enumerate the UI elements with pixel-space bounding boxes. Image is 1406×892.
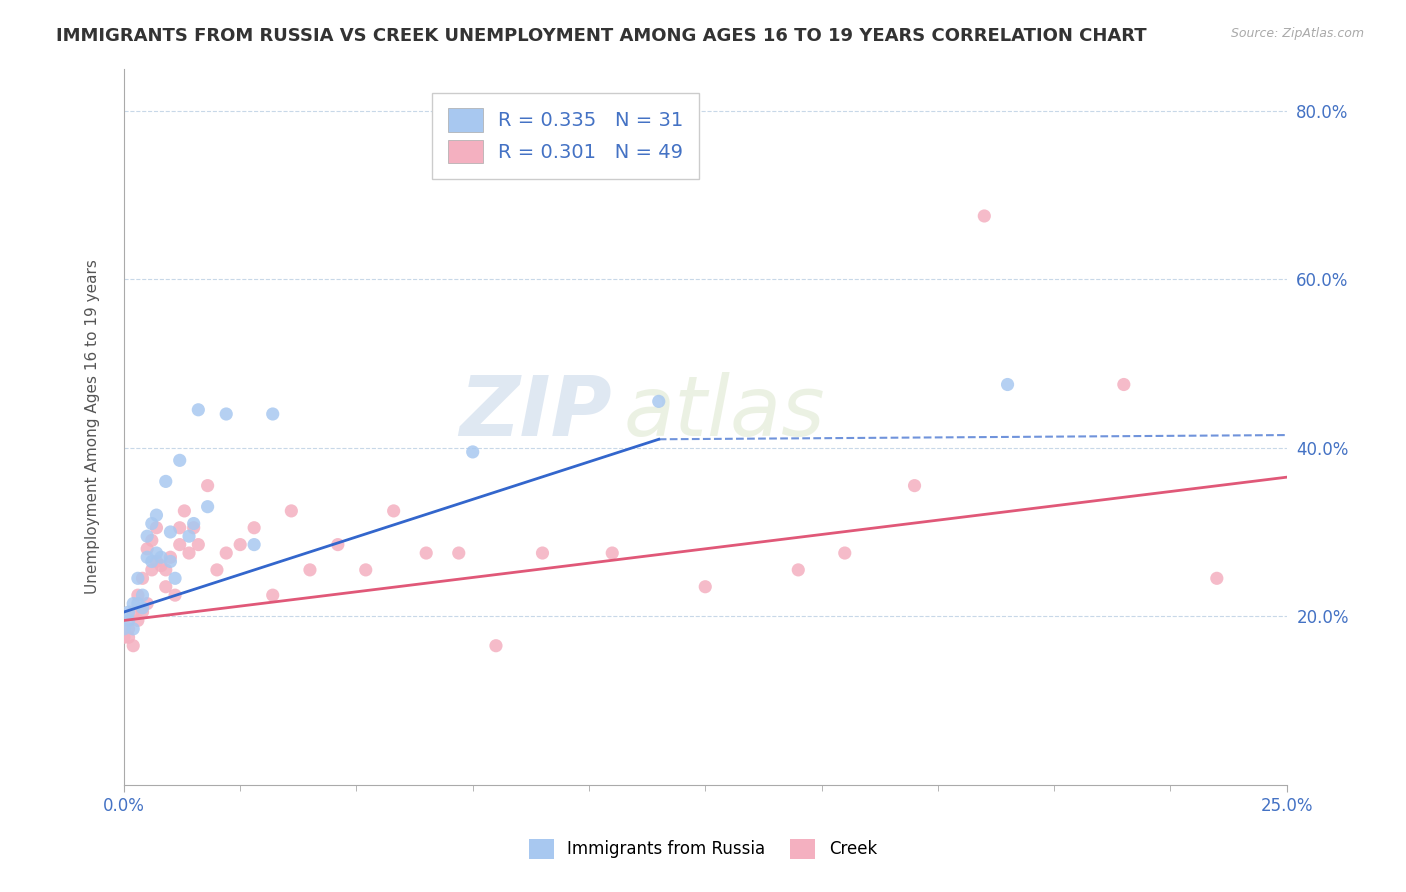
Point <box>122 622 145 636</box>
Point <box>169 521 191 535</box>
Point <box>117 630 139 644</box>
Point <box>243 521 266 535</box>
Point <box>155 563 177 577</box>
Point <box>145 546 167 560</box>
Point <box>150 550 173 565</box>
Point <box>173 504 195 518</box>
Point <box>531 546 554 560</box>
Point <box>136 550 159 565</box>
Point <box>165 588 187 602</box>
Point <box>177 529 200 543</box>
Point <box>354 563 377 577</box>
Point <box>280 504 302 518</box>
Point <box>229 538 252 552</box>
Point <box>215 407 238 421</box>
Point <box>122 639 145 653</box>
Point <box>197 500 219 514</box>
Point <box>122 605 145 619</box>
Point <box>117 605 139 619</box>
Point <box>165 571 187 585</box>
Point <box>131 588 153 602</box>
Point <box>787 563 810 577</box>
Point <box>141 533 163 548</box>
Point <box>183 521 205 535</box>
Point <box>117 622 139 636</box>
Point <box>177 546 200 560</box>
Point <box>141 554 163 568</box>
Point <box>136 597 159 611</box>
Point <box>136 529 159 543</box>
Point <box>973 209 995 223</box>
Point <box>155 475 177 489</box>
Point <box>903 478 925 492</box>
Point <box>695 580 717 594</box>
Point <box>326 538 349 552</box>
Point <box>262 588 284 602</box>
Point <box>131 605 153 619</box>
Legend: Immigrants from Russia, Creek: Immigrants from Russia, Creek <box>522 832 884 866</box>
Point <box>150 558 173 573</box>
Point <box>141 516 163 531</box>
Point <box>169 453 191 467</box>
Point <box>131 600 153 615</box>
Point <box>155 580 177 594</box>
Point <box>997 377 1019 392</box>
Point <box>127 614 149 628</box>
Point <box>1205 571 1227 585</box>
Point <box>136 541 159 556</box>
Point <box>159 550 181 565</box>
Text: ZIP: ZIP <box>460 372 612 453</box>
Point <box>159 554 181 568</box>
Point <box>205 563 228 577</box>
Point <box>415 546 437 560</box>
Point <box>117 614 139 628</box>
Point <box>600 546 623 560</box>
Point <box>197 478 219 492</box>
Point <box>262 407 284 421</box>
Point <box>648 394 671 409</box>
Point <box>215 546 238 560</box>
Point <box>298 563 321 577</box>
Point <box>187 402 209 417</box>
Point <box>183 516 205 531</box>
Text: atlas: atlas <box>624 372 825 453</box>
Point <box>461 445 484 459</box>
Point <box>447 546 470 560</box>
Point <box>159 524 181 539</box>
Point <box>141 563 163 577</box>
Point <box>145 521 167 535</box>
Point <box>112 630 135 644</box>
Point <box>127 588 149 602</box>
Point <box>169 538 191 552</box>
Text: IMMIGRANTS FROM RUSSIA VS CREEK UNEMPLOYMENT AMONG AGES 16 TO 19 YEARS CORRELATI: IMMIGRANTS FROM RUSSIA VS CREEK UNEMPLOY… <box>56 27 1147 45</box>
Point <box>1112 377 1135 392</box>
Point <box>382 504 405 518</box>
Point <box>145 554 167 568</box>
Point <box>127 597 149 611</box>
Point <box>145 508 167 522</box>
Point <box>131 571 153 585</box>
Point <box>834 546 856 560</box>
Point <box>243 538 266 552</box>
Point <box>112 622 135 636</box>
Point <box>122 597 145 611</box>
Point <box>485 639 508 653</box>
Text: Source: ZipAtlas.com: Source: ZipAtlas.com <box>1230 27 1364 40</box>
Point <box>127 571 149 585</box>
Legend: R = 0.335   N = 31, R = 0.301   N = 49: R = 0.335 N = 31, R = 0.301 N = 49 <box>432 93 699 179</box>
Y-axis label: Unemployment Among Ages 16 to 19 years: Unemployment Among Ages 16 to 19 years <box>86 260 100 594</box>
Point <box>187 538 209 552</box>
